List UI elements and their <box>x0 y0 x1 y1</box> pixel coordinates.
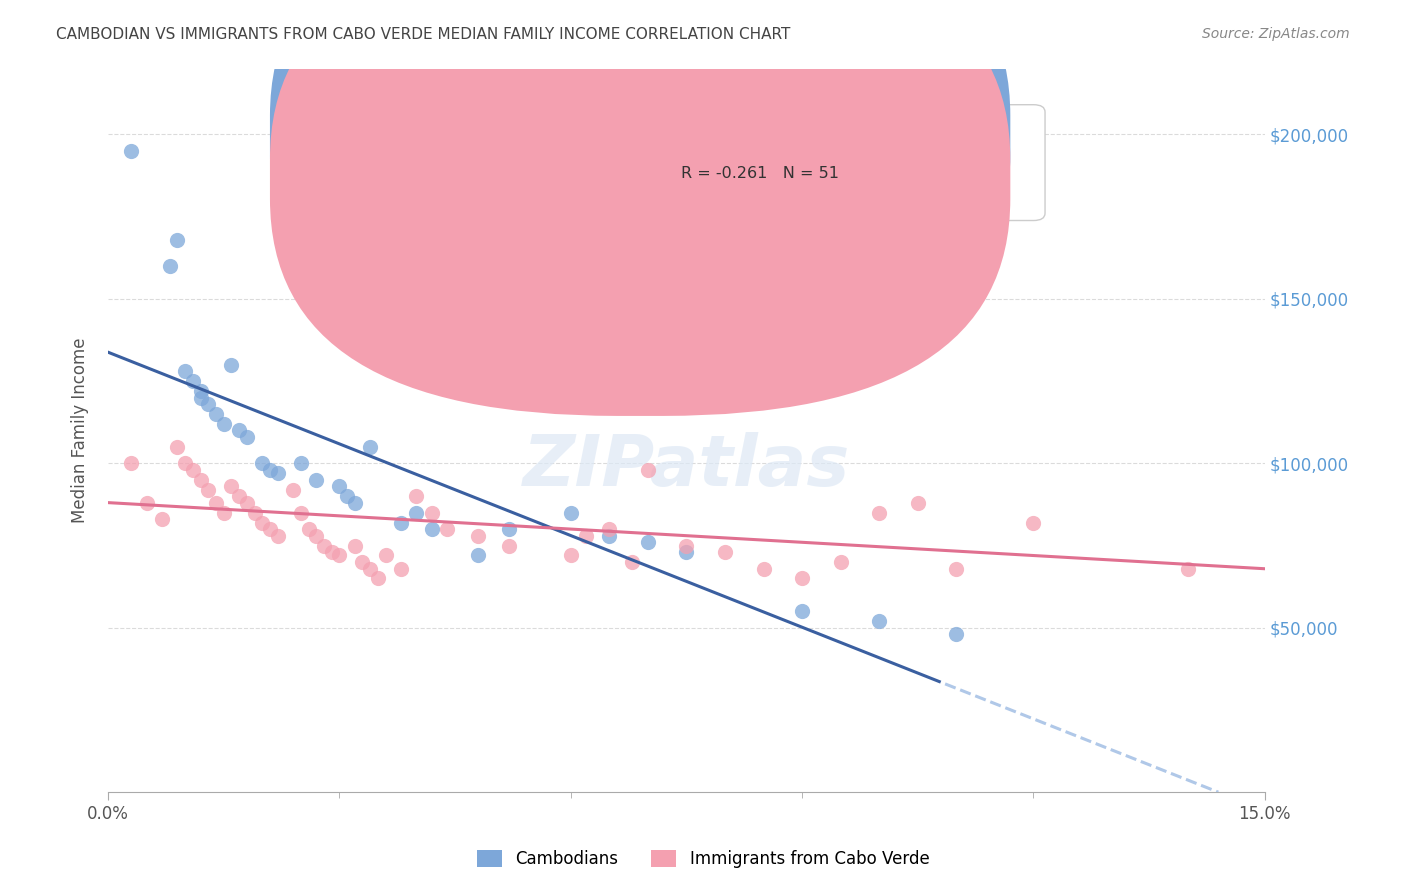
Point <box>359 561 381 575</box>
Point <box>236 430 259 444</box>
Point <box>290 456 312 470</box>
Point <box>436 522 458 536</box>
Text: R = -0.261   N = 51: R = -0.261 N = 51 <box>681 166 838 181</box>
Point <box>181 374 204 388</box>
Point <box>675 539 697 553</box>
Y-axis label: Median Family Income: Median Family Income <box>72 338 89 523</box>
Point <box>907 496 929 510</box>
Point <box>1177 561 1199 575</box>
Point <box>598 529 620 543</box>
Point <box>236 496 259 510</box>
Point <box>221 479 243 493</box>
Point <box>259 522 281 536</box>
Point <box>498 522 520 536</box>
Point <box>389 561 412 575</box>
Point <box>150 512 173 526</box>
Point <box>374 549 396 563</box>
Point <box>259 463 281 477</box>
Point <box>520 325 543 339</box>
Point <box>197 483 219 497</box>
Point <box>790 571 813 585</box>
FancyBboxPatch shape <box>270 0 1011 373</box>
Text: CAMBODIAN VS IMMIGRANTS FROM CABO VERDE MEDIAN FAMILY INCOME CORRELATION CHART: CAMBODIAN VS IMMIGRANTS FROM CABO VERDE … <box>56 27 790 42</box>
Point <box>420 506 443 520</box>
Point <box>228 489 250 503</box>
Point <box>830 555 852 569</box>
Point <box>405 506 427 520</box>
Point <box>714 545 737 559</box>
Point <box>205 407 228 421</box>
Point <box>174 364 197 378</box>
Point <box>297 522 319 536</box>
Point <box>243 506 266 520</box>
Point <box>945 627 967 641</box>
Point <box>321 545 343 559</box>
Point <box>266 466 288 480</box>
Point <box>166 440 188 454</box>
Point <box>359 440 381 454</box>
Point <box>212 417 235 431</box>
Point <box>197 397 219 411</box>
Point <box>352 555 374 569</box>
Point <box>637 463 659 477</box>
Point <box>190 384 212 398</box>
Text: ZIPatlas: ZIPatlas <box>523 432 851 501</box>
Point <box>120 456 142 470</box>
Point <box>328 479 350 493</box>
Legend: Cambodians, Immigrants from Cabo Verde: Cambodians, Immigrants from Cabo Verde <box>470 843 936 875</box>
Point <box>228 424 250 438</box>
Point <box>621 555 644 569</box>
FancyBboxPatch shape <box>593 104 1045 220</box>
Point <box>343 496 366 510</box>
Point <box>305 473 328 487</box>
Point <box>190 391 212 405</box>
Point <box>181 463 204 477</box>
Point <box>328 549 350 563</box>
Text: R = -0.479   N = 34: R = -0.479 N = 34 <box>681 126 838 141</box>
Point <box>675 545 697 559</box>
Point <box>252 516 274 530</box>
Point <box>221 358 243 372</box>
Point <box>205 496 228 510</box>
Point <box>637 535 659 549</box>
Point <box>305 529 328 543</box>
Point <box>343 539 366 553</box>
Point <box>367 571 389 585</box>
Point <box>560 506 582 520</box>
Point <box>336 489 359 503</box>
Point <box>190 473 212 487</box>
Point <box>135 496 157 510</box>
Point <box>560 549 582 563</box>
Point <box>945 561 967 575</box>
Point <box>290 506 312 520</box>
Point <box>159 259 181 273</box>
Point <box>790 604 813 618</box>
Point <box>312 539 335 553</box>
Point <box>868 614 890 628</box>
Point <box>467 529 489 543</box>
Point <box>212 506 235 520</box>
Point <box>405 489 427 503</box>
Point <box>467 549 489 563</box>
Point <box>266 529 288 543</box>
Point <box>174 456 197 470</box>
Point <box>752 561 775 575</box>
Point <box>281 483 304 497</box>
FancyBboxPatch shape <box>270 0 1011 416</box>
Point <box>598 522 620 536</box>
Point <box>420 522 443 536</box>
Point <box>389 516 412 530</box>
Text: Source: ZipAtlas.com: Source: ZipAtlas.com <box>1202 27 1350 41</box>
Point <box>252 456 274 470</box>
Point <box>120 144 142 158</box>
Point <box>575 529 598 543</box>
Point <box>498 539 520 553</box>
Point <box>868 506 890 520</box>
Point <box>166 233 188 247</box>
Point <box>1022 516 1045 530</box>
